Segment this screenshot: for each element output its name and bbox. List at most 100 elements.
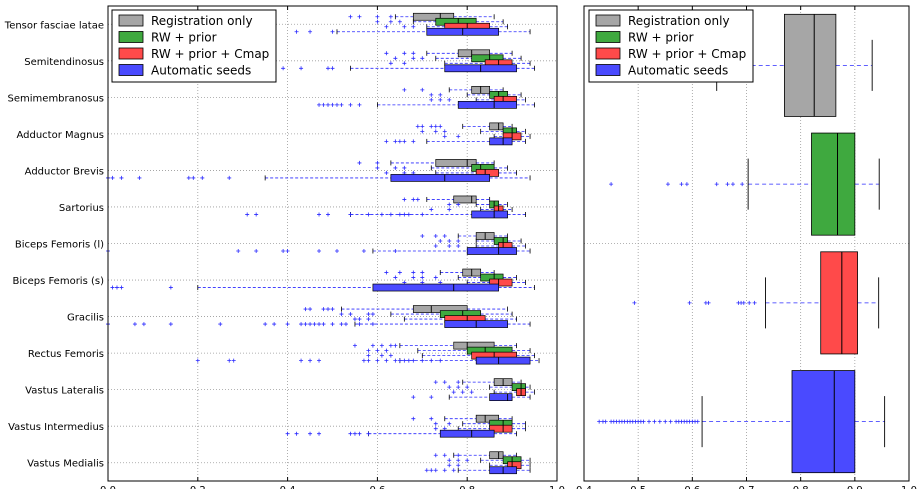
outlier-point	[429, 416, 434, 421]
outlier-point	[393, 165, 398, 170]
outlier-point	[361, 249, 366, 253]
outlier-point	[366, 348, 371, 353]
outlier-point	[415, 197, 420, 202]
outlier-point	[433, 124, 438, 129]
outlier-point	[657, 419, 662, 424]
outlier-point	[334, 249, 339, 253]
outlier-point	[429, 97, 434, 102]
legend-label: Registration only	[151, 14, 253, 28]
legend-label: Automatic seeds	[628, 64, 728, 78]
outlier-point	[348, 312, 353, 317]
box	[489, 424, 513, 433]
outlier-point	[725, 182, 730, 187]
x-tick-label: 0.4	[280, 485, 296, 489]
outlier-point	[326, 212, 331, 217]
outlier-point	[370, 343, 375, 348]
category-label: Vastus Intermedius	[8, 422, 104, 433]
outlier-point	[317, 358, 322, 363]
outlier-point	[379, 212, 384, 217]
box	[811, 132, 856, 236]
outlier-point	[370, 312, 375, 317]
box	[489, 451, 504, 460]
outlier-point	[330, 322, 335, 327]
axes-frame	[107, 5, 558, 482]
category-label: Tensor fasciae latae	[4, 20, 104, 31]
outlier-point	[308, 307, 313, 312]
outlier-point	[330, 66, 335, 71]
outlier-point	[384, 170, 389, 175]
box	[475, 414, 499, 423]
outlier-point	[447, 239, 452, 243]
outlier-point	[438, 239, 443, 243]
outlier-point	[465, 458, 470, 463]
x-tick-label: 0.8	[459, 485, 475, 489]
outlier-point	[379, 353, 384, 358]
outlier-point	[370, 322, 375, 327]
outlier-point	[303, 307, 308, 312]
outlier-point	[375, 358, 380, 363]
outlier-point	[433, 244, 438, 248]
outlier-point	[663, 419, 668, 424]
outlier-point	[321, 102, 326, 107]
outlier-point	[420, 129, 425, 134]
outlier-point	[402, 24, 407, 29]
outlier-point	[679, 182, 684, 187]
outlier-point	[402, 197, 407, 202]
outlier-point	[339, 312, 344, 317]
outlier-point	[456, 385, 461, 390]
outlier-point	[384, 51, 389, 56]
legend-swatch	[595, 14, 621, 27]
outlier-point	[294, 431, 299, 436]
outlier-point	[348, 102, 353, 107]
outlier-point	[402, 61, 407, 66]
category-label: Adductor Brevis	[25, 166, 104, 177]
outlier-point	[254, 212, 259, 217]
outlier-point	[411, 24, 416, 29]
outlier-point	[330, 102, 335, 107]
outlier-point	[411, 51, 416, 56]
outlier-point	[393, 358, 398, 363]
legend-swatch	[595, 64, 621, 76]
box	[475, 356, 531, 365]
box	[489, 393, 513, 402]
outlier-point	[119, 285, 124, 290]
outlier-point	[447, 385, 452, 390]
outlier-point	[411, 358, 416, 363]
outlier-point	[447, 207, 452, 212]
outlier-point	[741, 300, 746, 305]
outlier-point	[294, 29, 299, 34]
outlier-point	[352, 431, 357, 436]
outlier-point	[348, 431, 353, 436]
category-label: Adductor Magnus	[16, 130, 104, 141]
outlier-point	[375, 14, 380, 19]
outlier-point	[411, 197, 416, 202]
box	[390, 174, 490, 182]
outlier-point	[375, 19, 380, 24]
outlier-point	[447, 421, 452, 426]
outlier-point	[263, 322, 268, 327]
outlier-point	[285, 431, 290, 436]
outlier-point	[168, 322, 173, 327]
outlier-point	[714, 182, 719, 187]
legend-swatch	[118, 64, 144, 76]
outlier-point	[379, 343, 384, 348]
legend-swatch	[118, 47, 144, 60]
outlier-point	[415, 124, 420, 129]
outlier-point	[687, 300, 692, 305]
outlier-point	[641, 419, 646, 424]
outlier-point	[752, 300, 757, 305]
outlier-point	[281, 249, 286, 253]
outlier-point	[200, 175, 205, 180]
outlier-point	[366, 317, 371, 322]
outlier-point	[668, 419, 673, 424]
category-label: Gracilis	[67, 313, 104, 324]
outlier-point	[352, 317, 357, 322]
outlier-point	[433, 129, 438, 134]
outlier-point	[357, 431, 362, 436]
outlier-point	[384, 270, 389, 275]
outlier-point	[375, 160, 380, 165]
outlier-point	[285, 322, 290, 327]
outlier-point	[447, 202, 452, 207]
outlier-point	[420, 124, 425, 129]
